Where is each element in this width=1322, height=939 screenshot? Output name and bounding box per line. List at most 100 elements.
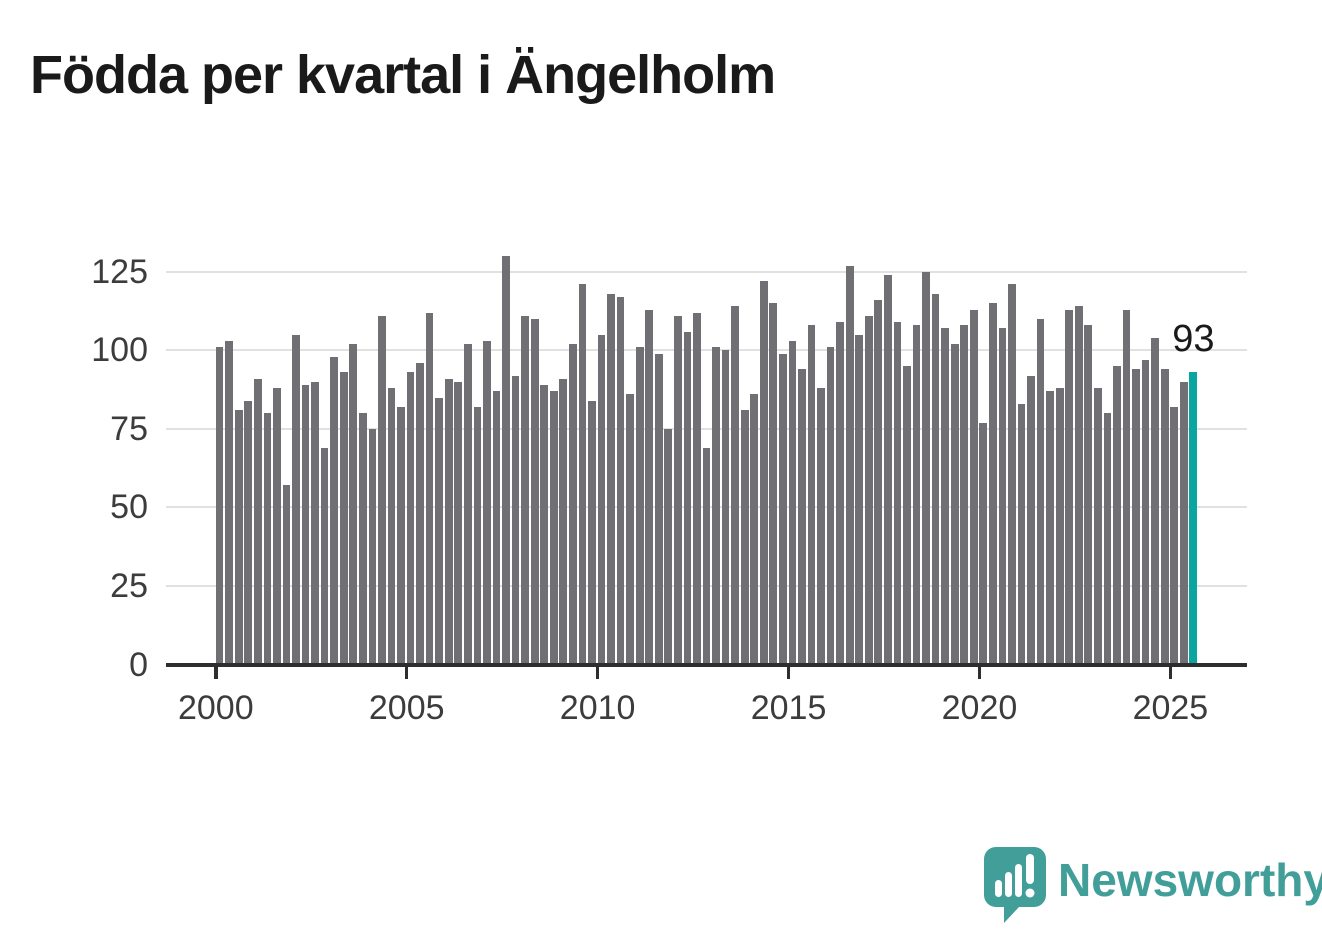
bar xyxy=(588,400,596,665)
x-tick-2005 xyxy=(404,666,409,679)
bar xyxy=(1036,318,1045,665)
bar xyxy=(234,410,243,665)
logo-exclamation-dot xyxy=(1025,888,1035,898)
logo-bar-large xyxy=(1015,864,1022,897)
bar xyxy=(654,353,663,665)
bar xyxy=(464,344,472,665)
bar xyxy=(740,410,749,665)
bar xyxy=(502,256,510,665)
bar xyxy=(950,344,959,665)
bar xyxy=(397,406,405,665)
bar xyxy=(578,284,587,665)
x-axis-label-2015: 2015 xyxy=(750,689,827,727)
bar xyxy=(225,340,234,665)
bar xyxy=(1094,388,1102,665)
bar xyxy=(721,350,730,665)
bar xyxy=(540,384,549,665)
bar xyxy=(378,315,386,665)
bar xyxy=(215,347,224,665)
bar xyxy=(483,340,491,665)
bar xyxy=(454,381,463,665)
logo-bar-small xyxy=(995,880,1002,897)
bar xyxy=(836,322,844,665)
bar xyxy=(1017,403,1026,665)
bar xyxy=(320,447,329,665)
x-tick-2000 xyxy=(214,666,218,679)
bar xyxy=(607,293,615,665)
bar xyxy=(969,309,978,665)
brand-name: Newsworthy xyxy=(1058,854,1322,906)
bar xyxy=(244,400,253,665)
bar xyxy=(1065,309,1074,665)
bar xyxy=(674,315,682,665)
y-axis-label-0: 0 xyxy=(129,645,148,684)
bar xyxy=(693,312,701,665)
bar xyxy=(683,331,692,665)
bar xyxy=(864,315,873,665)
bar xyxy=(635,347,644,665)
x-axis-line xyxy=(166,663,1247,667)
x-tick-2010 xyxy=(595,666,600,679)
bar xyxy=(769,303,778,665)
bar xyxy=(1084,325,1093,665)
bar xyxy=(1055,388,1064,665)
bar xyxy=(330,356,339,665)
bar xyxy=(263,413,272,665)
bar xyxy=(750,394,759,665)
x-tick-2015 xyxy=(786,666,791,679)
bar xyxy=(960,325,969,665)
y-axis-label-125: 125 xyxy=(91,252,148,291)
bar xyxy=(597,334,606,665)
x-axis-label-2020: 2020 xyxy=(941,689,1018,727)
bar xyxy=(817,388,825,665)
bar xyxy=(301,384,310,665)
x-axis-label-2010: 2010 xyxy=(559,689,636,727)
bar xyxy=(358,413,367,665)
y-axis-label-25: 25 xyxy=(110,566,148,605)
bar xyxy=(826,347,835,665)
bar xyxy=(645,309,654,665)
bar xyxy=(626,394,634,665)
bar xyxy=(530,318,539,665)
bar xyxy=(521,315,529,665)
y-axis-label-75: 75 xyxy=(110,409,148,448)
x-tick-2025 xyxy=(1168,666,1173,679)
bar xyxy=(511,375,520,665)
bar xyxy=(759,281,768,665)
gridline-y-75 xyxy=(166,427,1247,430)
x-axis-label-2005: 2005 xyxy=(368,689,445,727)
y-axis-label-100: 100 xyxy=(91,331,148,370)
bar xyxy=(893,322,902,665)
highlight-value-label: 93 xyxy=(1172,318,1215,361)
bar xyxy=(664,428,673,665)
bar xyxy=(559,378,568,665)
bar xyxy=(349,344,358,665)
bar xyxy=(368,428,377,665)
x-axis-label-2000: 2000 xyxy=(177,689,254,727)
bar xyxy=(549,391,558,665)
bar xyxy=(702,447,711,665)
bar xyxy=(855,334,864,665)
bar xyxy=(492,391,501,665)
bar xyxy=(435,397,444,665)
bar xyxy=(1132,369,1140,665)
bar xyxy=(712,347,720,665)
bar xyxy=(616,296,625,665)
x-tick-2020 xyxy=(977,666,982,679)
newsworthy-logo: Newsworthy xyxy=(982,845,1322,927)
bar xyxy=(425,312,434,665)
bar xyxy=(1113,366,1121,665)
bar xyxy=(874,300,883,665)
bar xyxy=(941,328,949,665)
bar xyxy=(1008,284,1016,665)
bar xyxy=(406,372,415,665)
bar xyxy=(1122,309,1131,665)
bar xyxy=(253,378,262,665)
bar xyxy=(444,378,453,665)
logo-bar-medium xyxy=(1005,872,1012,897)
bar xyxy=(1027,375,1035,665)
bar xyxy=(282,485,291,665)
bar xyxy=(922,271,930,665)
bar xyxy=(292,334,300,665)
